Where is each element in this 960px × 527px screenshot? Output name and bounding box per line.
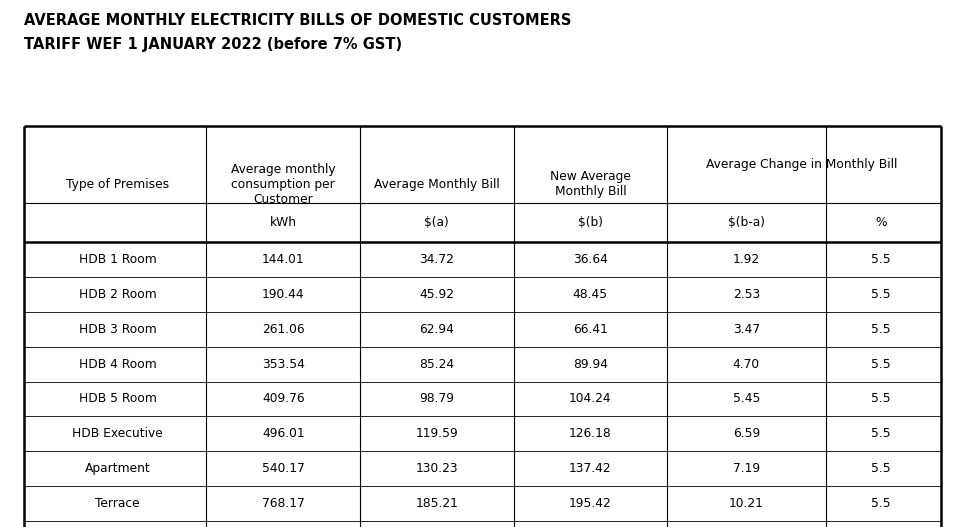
Text: 36.64: 36.64 — [573, 253, 608, 266]
Text: 5.5: 5.5 — [871, 497, 891, 510]
Text: 4.70: 4.70 — [732, 358, 760, 370]
Text: HDB 5 Room: HDB 5 Room — [79, 393, 156, 405]
Text: 195.42: 195.42 — [569, 497, 612, 510]
Text: 5.5: 5.5 — [871, 288, 891, 301]
Text: 98.79: 98.79 — [420, 393, 454, 405]
Text: Average monthly
consumption per
Customer: Average monthly consumption per Customer — [231, 163, 335, 206]
Text: 409.76: 409.76 — [262, 393, 304, 405]
Text: 85.24: 85.24 — [420, 358, 454, 370]
Text: HDB Executive: HDB Executive — [72, 427, 163, 440]
Text: 353.54: 353.54 — [262, 358, 304, 370]
Text: TARIFF WEF 1 JANUARY 2022 (before 7% GST): TARIFF WEF 1 JANUARY 2022 (before 7% GST… — [24, 37, 402, 52]
Text: HDB 2 Room: HDB 2 Room — [79, 288, 156, 301]
Text: HDB 4 Room: HDB 4 Room — [79, 358, 156, 370]
Text: Average Monthly Bill: Average Monthly Bill — [374, 178, 499, 191]
Text: 5.5: 5.5 — [871, 323, 891, 336]
Text: 126.18: 126.18 — [569, 427, 612, 440]
Text: New Average
Monthly Bill: New Average Monthly Bill — [550, 170, 631, 199]
Text: 190.44: 190.44 — [262, 288, 304, 301]
Text: 496.01: 496.01 — [262, 427, 304, 440]
Text: 6.59: 6.59 — [732, 427, 760, 440]
Text: 7.19: 7.19 — [732, 462, 760, 475]
Text: $(b-a): $(b-a) — [728, 216, 765, 229]
Text: 34.72: 34.72 — [420, 253, 454, 266]
Text: 5.5: 5.5 — [871, 427, 891, 440]
Text: $(b): $(b) — [578, 216, 603, 229]
Text: 137.42: 137.42 — [569, 462, 612, 475]
Text: 130.23: 130.23 — [416, 462, 458, 475]
Text: 5.5: 5.5 — [871, 253, 891, 266]
Text: 261.06: 261.06 — [262, 323, 304, 336]
Text: 104.24: 104.24 — [569, 393, 612, 405]
Text: Average Change in Monthly Bill: Average Change in Monthly Bill — [706, 158, 898, 171]
Text: 5.45: 5.45 — [732, 393, 760, 405]
Text: 540.17: 540.17 — [262, 462, 304, 475]
Text: AVERAGE MONTHLY ELECTRICITY BILLS OF DOMESTIC CUSTOMERS: AVERAGE MONTHLY ELECTRICITY BILLS OF DOM… — [24, 13, 571, 28]
Text: 1.92: 1.92 — [732, 253, 760, 266]
Text: 45.92: 45.92 — [420, 288, 454, 301]
Text: 3.47: 3.47 — [732, 323, 760, 336]
Text: HDB 1 Room: HDB 1 Room — [79, 253, 156, 266]
Text: 62.94: 62.94 — [420, 323, 454, 336]
Text: Terrace: Terrace — [95, 497, 140, 510]
Text: Type of Premises: Type of Premises — [66, 178, 169, 191]
Text: 119.59: 119.59 — [416, 427, 458, 440]
Text: 144.01: 144.01 — [262, 253, 304, 266]
Text: 89.94: 89.94 — [573, 358, 608, 370]
Text: %: % — [876, 216, 886, 229]
Text: 5.5: 5.5 — [871, 462, 891, 475]
Text: 2.53: 2.53 — [732, 288, 760, 301]
Text: $(a): $(a) — [424, 216, 449, 229]
Text: 5.5: 5.5 — [871, 358, 891, 370]
Text: Apartment: Apartment — [84, 462, 151, 475]
Text: kWh: kWh — [270, 216, 297, 229]
Text: 48.45: 48.45 — [573, 288, 608, 301]
Text: 5.5: 5.5 — [871, 393, 891, 405]
Text: HDB 3 Room: HDB 3 Room — [79, 323, 156, 336]
Text: 66.41: 66.41 — [573, 323, 608, 336]
Text: 185.21: 185.21 — [416, 497, 458, 510]
Text: 768.17: 768.17 — [262, 497, 304, 510]
Text: 10.21: 10.21 — [729, 497, 764, 510]
